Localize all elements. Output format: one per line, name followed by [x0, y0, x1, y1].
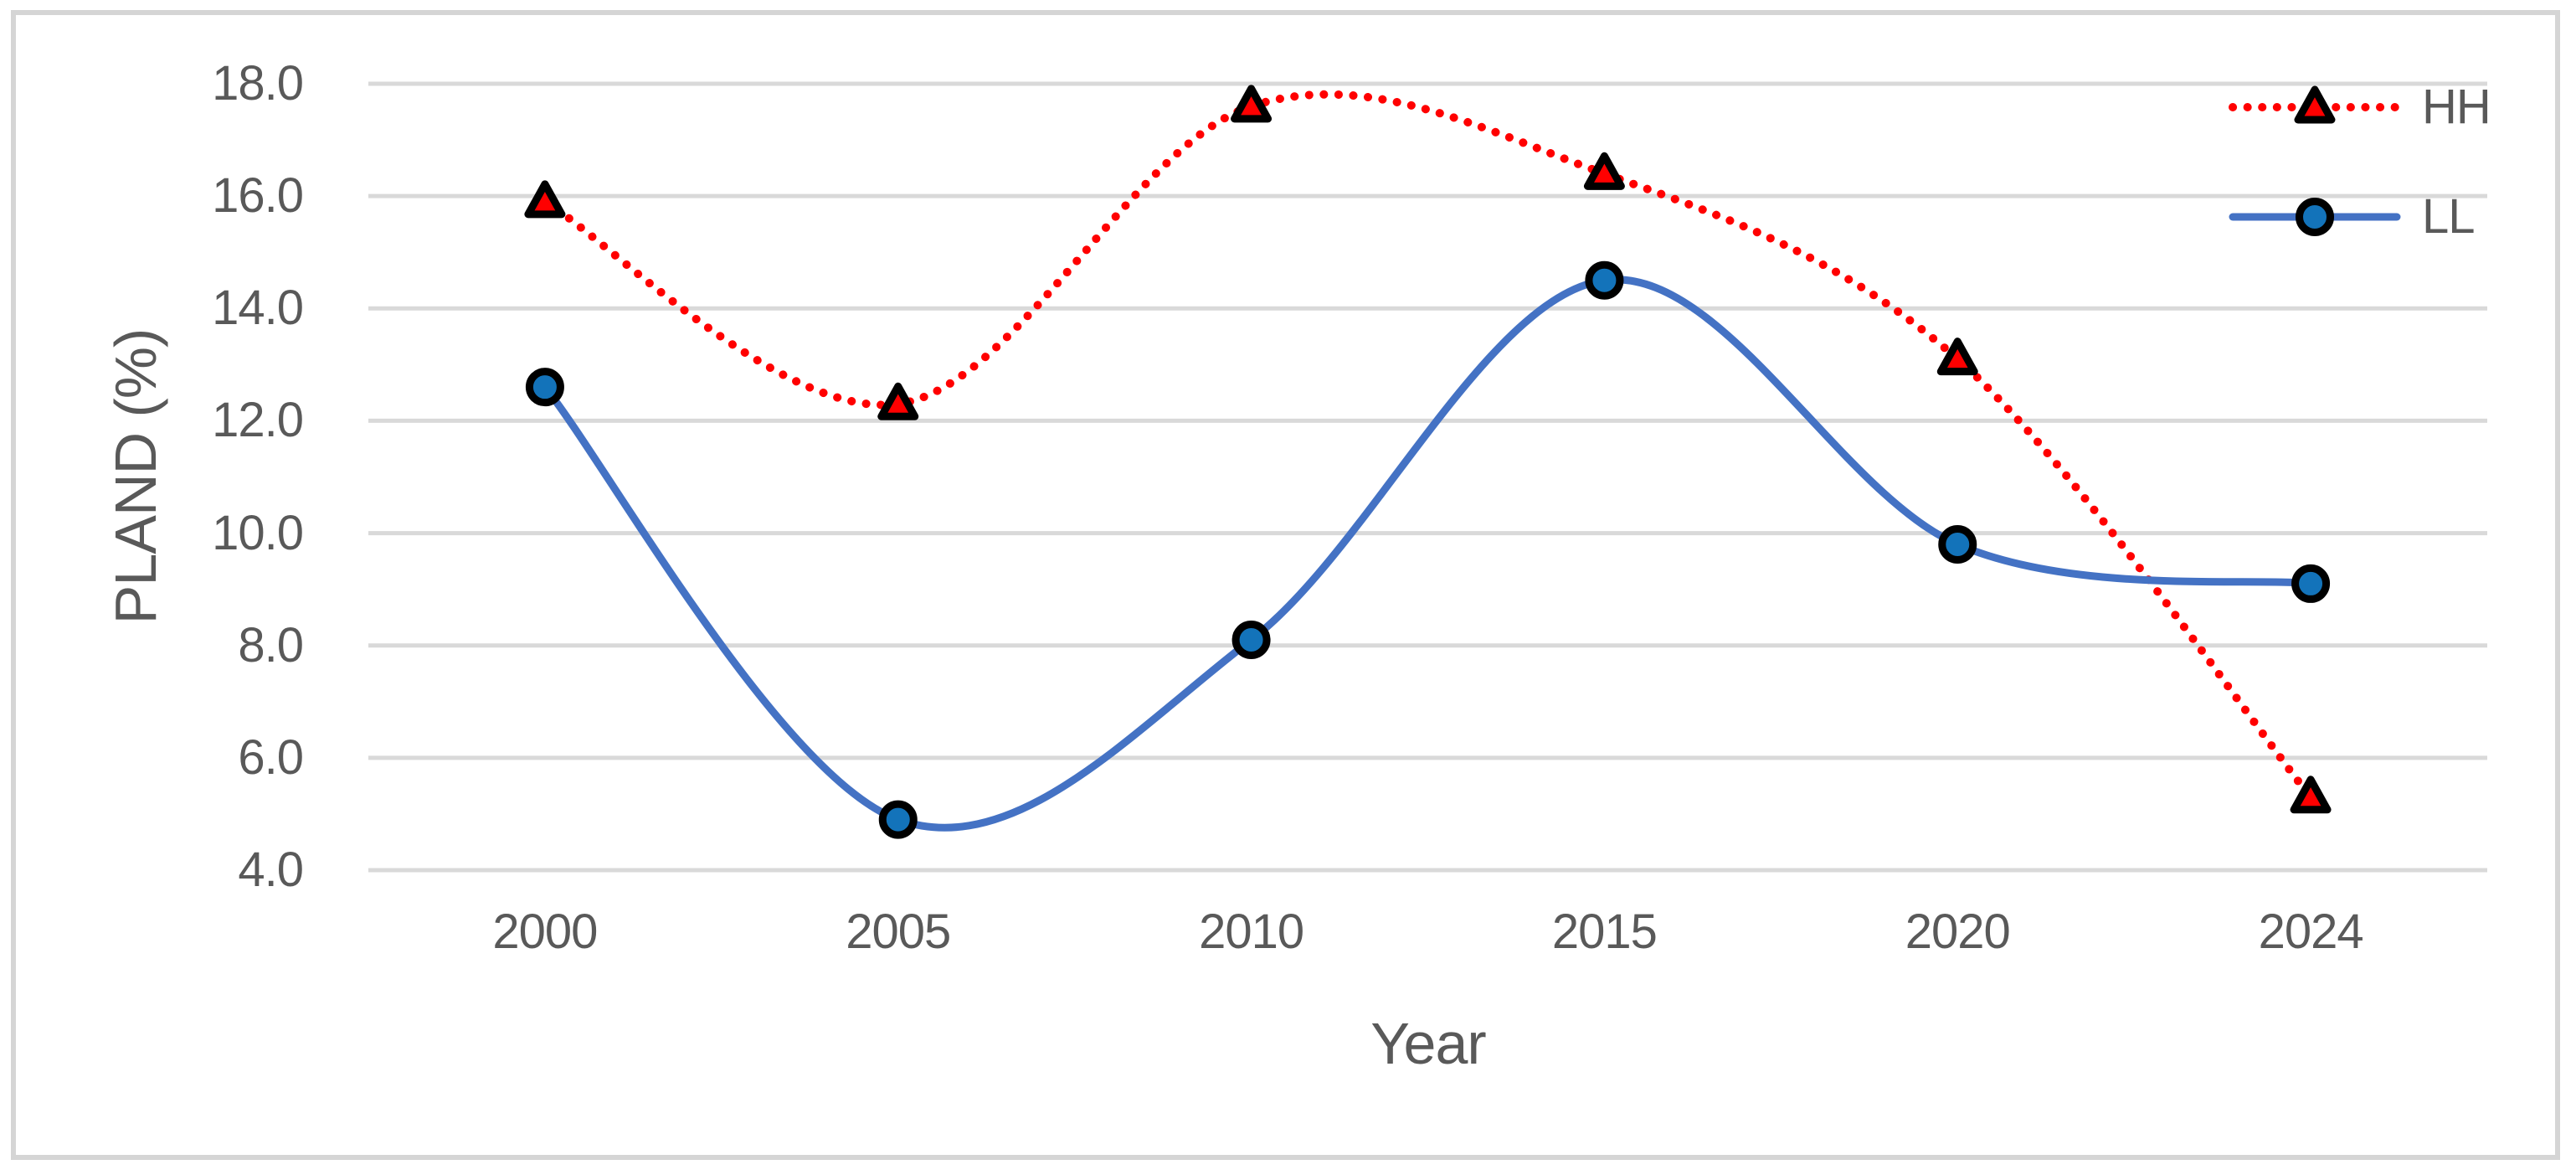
marker-circle [525, 368, 564, 407]
x-tick-label: 2024 [2258, 904, 2364, 959]
y-tick-label: 10.0 [212, 505, 304, 560]
marker-triangle [1583, 152, 1625, 190]
marker-circle [878, 800, 918, 839]
legend-label-hh: HH [2422, 80, 2491, 134]
marker-circle [1938, 524, 1977, 564]
marker-triangle [2290, 776, 2332, 814]
x-axis-title: Year [1370, 1011, 1486, 1076]
x-tick-label: 2000 [492, 904, 598, 959]
marker-triangle [524, 180, 566, 219]
marker-triangle [2294, 85, 2336, 124]
y-tick-label: 4.0 [238, 843, 304, 897]
figure-border [11, 10, 2560, 1160]
x-tick-label: 2005 [846, 904, 951, 959]
marker-circle [2291, 564, 2331, 603]
y-tick-label: 14.0 [212, 281, 304, 336]
y-tick-label: 18.0 [212, 56, 304, 111]
legend-label-ll: LL [2422, 189, 2476, 244]
y-tick-label: 16.0 [212, 168, 304, 224]
x-tick-label: 2015 [1551, 904, 1658, 959]
marker-circle [2296, 198, 2334, 236]
series-line-ll [541, 276, 2315, 832]
marker-triangle [1936, 338, 1978, 376]
y-axis-title: PLAND (%) [103, 328, 168, 625]
marker-triangle [877, 382, 919, 420]
marker-triangle [1231, 85, 1273, 123]
y-tick-label: 8.0 [238, 617, 304, 673]
marker-circle [1585, 260, 1624, 300]
y-tick-label: 6.0 [238, 729, 304, 785]
marker-circle [1231, 621, 1271, 660]
y-tick-label: 12.0 [212, 393, 304, 448]
x-tick-label: 2020 [1905, 904, 2011, 959]
x-tick-label: 2010 [1199, 904, 1304, 959]
series-line-hh [540, 90, 2316, 801]
